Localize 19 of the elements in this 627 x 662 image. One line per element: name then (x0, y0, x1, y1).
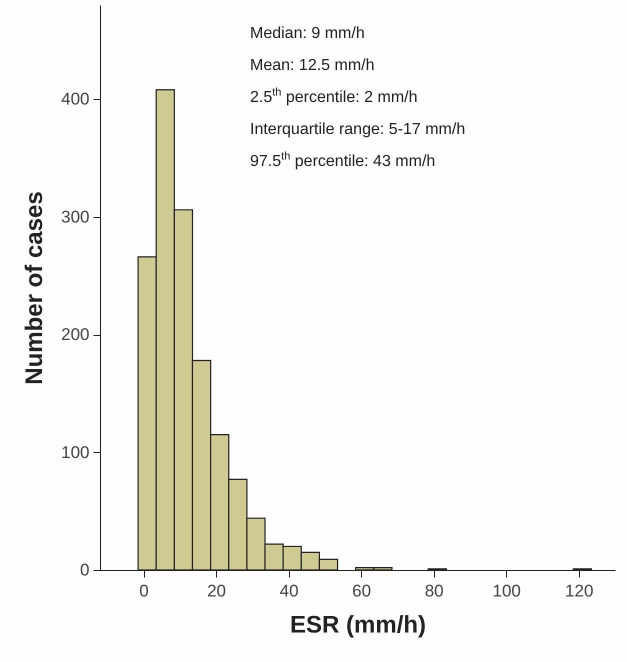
y-tick-label: 100 (61, 442, 90, 462)
x-tick-label: 60 (352, 582, 372, 600)
x-tick-label: 0 (139, 582, 149, 600)
annotation: Mean: 12.5 mm/h (250, 56, 376, 76)
x-tick-label: 100 (492, 582, 521, 600)
x-tick-label: 120 (565, 582, 594, 600)
annotation: Median: 9 mm/h (250, 24, 366, 44)
annotation: Interquartile range: 5-17 mm/h (250, 120, 466, 140)
y-tick-label: 300 (61, 207, 90, 226)
x-tick-label: 20 (207, 582, 226, 600)
y-tick-label: 0 (80, 560, 90, 580)
y-tick-label: 200 (61, 325, 90, 344)
x-tick-label: 80 (424, 582, 444, 600)
annotation: 2.5$^{th}$ percentile: 2 mm/h (250, 86, 418, 108)
y-tick-label: 400 (61, 90, 90, 109)
x-tick-label: 40 (280, 582, 299, 600)
x-axis-title: ESR (mm/h) (290, 612, 426, 638)
annotation: 97.5$^{th}$ percentile: 43 mm/h (250, 150, 436, 172)
y-axis-title: Number of cases (21, 191, 48, 385)
